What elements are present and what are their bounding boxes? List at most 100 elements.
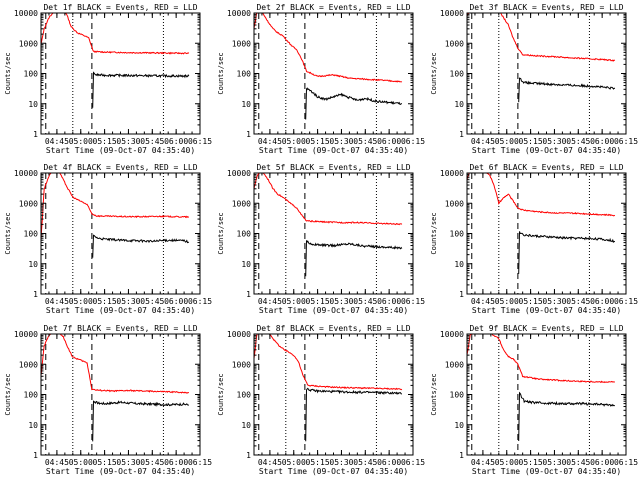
y-tick-label: 10000: [14, 9, 38, 18]
plot-frame: [466, 12, 627, 135]
y-tick-label: 100: [24, 230, 39, 239]
events-series-line: [92, 400, 189, 442]
y-tick-label: 1: [459, 130, 464, 139]
x-axis-label: Start Time (09-Oct-07 04:35:40): [259, 146, 408, 155]
y-tick-label: 10000: [227, 169, 251, 178]
y-tick-label: 10: [28, 100, 38, 109]
x-tick-label: 05:00: [495, 137, 519, 146]
events-series-line: [92, 71, 190, 108]
x-tick-label: 05:45: [353, 137, 377, 146]
y-tick-label: 10: [28, 260, 38, 269]
chart-title: Det 5f BLACK = Events, RED = LLD: [256, 163, 410, 172]
x-tick-label: 04:45: [471, 137, 495, 146]
lld-series-line: [40, 172, 189, 241]
y-tick-label: 1: [246, 130, 251, 139]
chart-title: Det 1f BLACK = Events, RED = LLD: [43, 3, 197, 12]
y-axis-label: Counts/sec: [4, 52, 12, 94]
y-tick-label: 1000: [232, 360, 251, 369]
y-tick-label: 1000: [19, 39, 38, 48]
x-tick-label: 05:30: [542, 458, 566, 467]
x-tick-label: 06:00: [590, 458, 614, 467]
lld-series-line: [40, 12, 190, 55]
y-axis-label: Counts/sec: [217, 373, 225, 415]
chart-panel-1: 1 10 100 1000 10000 04:45 05:00 05:15 05:30 05:45…: [4, 3, 212, 155]
y-tick-label: 1: [459, 451, 464, 460]
y-tick-label: 1000: [445, 199, 464, 208]
x-tick-label: 05:30: [116, 458, 140, 467]
x-tick-label: 06:00: [377, 137, 401, 146]
x-axis-label: Start Time (09-Oct-07 04:35:40): [259, 306, 408, 315]
y-tick-label: 100: [450, 230, 465, 239]
x-tick-label: 04:45: [258, 458, 282, 467]
y-tick-label: 10000: [440, 330, 464, 339]
events-series-line: [518, 391, 615, 442]
x-tick-label: 04:45: [45, 297, 69, 306]
x-axis-label: Start Time (09-Oct-07 04:35:40): [259, 467, 408, 476]
events-series-line: [92, 234, 190, 258]
y-tick-label: 1: [246, 290, 251, 299]
chart-panel-3: 1 10 100 1000 10000 04:45 05:00 05:15 05:30 05:45…: [430, 3, 638, 155]
y-tick-label: 100: [237, 70, 252, 79]
lld-series-line: [253, 333, 403, 391]
y-tick-label: 1: [459, 290, 464, 299]
x-tick-label: 06:00: [164, 458, 188, 467]
y-tick-label: 1: [33, 130, 38, 139]
y-tick-label: 10: [454, 100, 464, 109]
x-tick-label: 06:15: [188, 137, 212, 146]
plot-frame: [466, 172, 627, 295]
y-tick-label: 1000: [232, 199, 251, 208]
chart-title: Det 2f BLACK = Events, RED = LLD: [256, 3, 410, 12]
x-tick-label: 06:15: [188, 458, 212, 467]
events-series-line: [518, 231, 616, 274]
y-tick-label: 10: [454, 260, 464, 269]
x-tick-label: 05:30: [116, 137, 140, 146]
x-tick-label: 06:15: [401, 297, 425, 306]
x-tick-label: 05:45: [353, 458, 377, 467]
x-tick-label: 05:45: [566, 458, 590, 467]
x-tick-label: 06:00: [377, 458, 401, 467]
x-tick-label: 05:00: [69, 137, 93, 146]
x-tick-label: 05:30: [542, 137, 566, 146]
x-axis-label: Start Time (09-Oct-07 04:35:40): [472, 306, 621, 315]
x-tick-label: 06:15: [188, 297, 212, 306]
chart-panel-7: 1 10 100 1000 10000 04:45 05:00 05:15 05:30 05:45…: [4, 324, 212, 476]
y-tick-label: 1000: [19, 360, 38, 369]
x-tick-label: 04:45: [258, 297, 282, 306]
plot-frame: [40, 12, 201, 135]
x-tick-label: 06:00: [377, 297, 401, 306]
y-tick-label: 100: [237, 391, 252, 400]
y-tick-label: 1: [246, 451, 251, 460]
x-axis-label: Start Time (09-Oct-07 04:35:40): [46, 146, 195, 155]
chart-title: Det 9f BLACK = Events, RED = LLD: [469, 324, 623, 333]
lld-series-line: [466, 172, 616, 217]
chart-panel-4: 1 10 100 1000 10000 04:45 05:00 05:15 05:30 05:45…: [4, 163, 212, 315]
x-axis-label: Start Time (09-Oct-07 04:35:40): [472, 467, 621, 476]
y-tick-label: 1000: [445, 39, 464, 48]
x-tick-label: 05:15: [306, 458, 330, 467]
x-axis-label: Start Time (09-Oct-07 04:35:40): [472, 146, 621, 155]
y-tick-label: 1000: [232, 39, 251, 48]
x-tick-label: 06:15: [614, 458, 638, 467]
y-tick-label: 100: [450, 391, 465, 400]
y-tick-label: 100: [24, 391, 39, 400]
x-tick-label: 04:45: [471, 297, 495, 306]
x-tick-label: 06:00: [590, 297, 614, 306]
y-tick-label: 10: [454, 421, 464, 430]
chart-title: Det 7f BLACK = Events, RED = LLD: [43, 324, 197, 333]
x-tick-label: 06:15: [614, 137, 638, 146]
chart-title: Det 8f BLACK = Events, RED = LLD: [256, 324, 410, 333]
events-series-line: [518, 77, 616, 103]
y-tick-label: 1000: [19, 199, 38, 208]
chart-title: Det 6f BLACK = Events, RED = LLD: [469, 163, 623, 172]
plot-frame: [253, 333, 414, 456]
x-tick-label: 06:00: [164, 137, 188, 146]
x-tick-label: 04:45: [258, 137, 282, 146]
plot-frame: [40, 172, 201, 295]
y-tick-label: 10000: [440, 169, 464, 178]
x-tick-label: 06:00: [164, 297, 188, 306]
y-tick-label: 10000: [227, 9, 251, 18]
x-tick-label: 05:00: [69, 458, 93, 467]
x-axis-label: Start Time (09-Oct-07 04:35:40): [46, 306, 195, 315]
x-tick-label: 06:15: [401, 137, 425, 146]
